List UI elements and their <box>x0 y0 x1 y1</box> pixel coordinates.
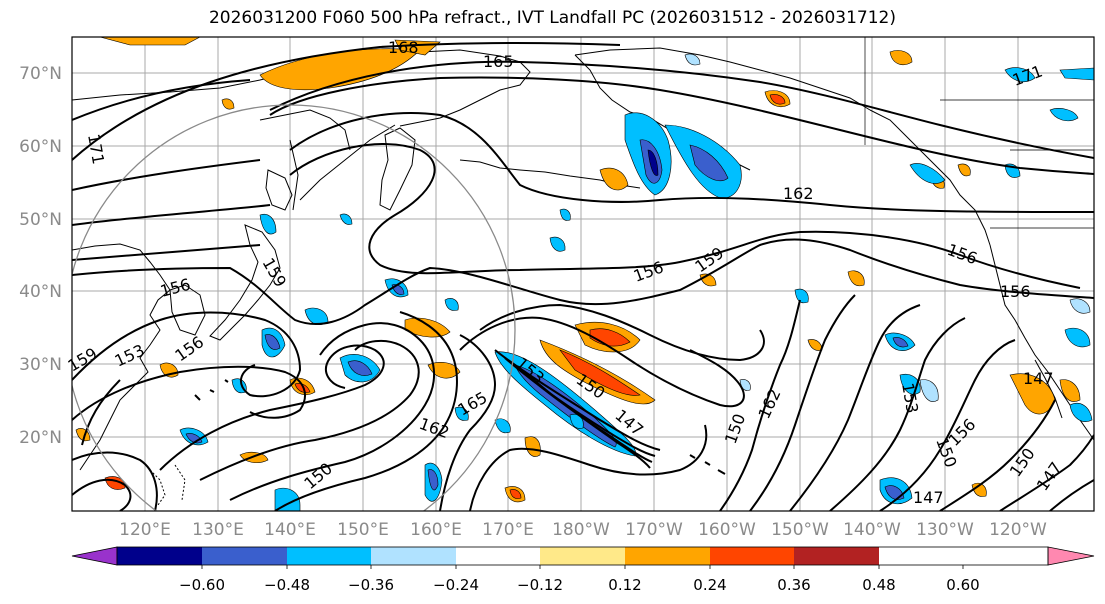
colorbar-extend-high <box>1047 546 1095 566</box>
longitude-label: 170°W <box>625 520 683 540</box>
longitude-label: 130°W <box>916 520 974 540</box>
colorbar-segment <box>456 547 540 565</box>
longitude-label: 150°E <box>337 520 389 540</box>
colorbar-tick-label: −0.24 <box>433 576 479 594</box>
contour-label: 168 <box>388 38 419 57</box>
latitude-label: 70°N <box>19 64 62 84</box>
colorbar-tick-label: −0.60 <box>179 576 225 594</box>
latitude-label: 20°N <box>19 428 62 448</box>
longitude-label: 130°E <box>192 520 244 540</box>
longitude-label: 180°W <box>552 520 610 540</box>
colorbar-segment <box>710 547 794 565</box>
colorbar-tick-label: 0.36 <box>777 576 810 594</box>
contour-label: 156 <box>1000 282 1031 301</box>
longitude-label: 150°W <box>771 520 829 540</box>
latitude-label: 50°N <box>19 210 62 230</box>
latitude-label: 30°N <box>19 355 62 375</box>
longitude-label: 140°W <box>843 520 901 540</box>
longitude-label: 160°E <box>410 520 462 540</box>
colorbar-extend-low <box>71 546 118 566</box>
latitude-label: 40°N <box>19 282 62 302</box>
longitude-label: 170°E <box>482 520 534 540</box>
longitude-label: 160°W <box>698 520 756 540</box>
longitude-labels: 120°E 130°E 140°E 150°E 160°E 170°E 180°W 170°W… <box>119 520 1047 540</box>
colorbar-tick-label: 0.24 <box>693 576 726 594</box>
longitude-label: 120°E <box>119 520 171 540</box>
colorbar-segment <box>202 547 287 565</box>
colorbar-tick-label: 0.60 <box>946 576 979 594</box>
landfall-radius-circle <box>72 104 516 511</box>
map-title: 2026031200 F060 500 hPa refract., IVT La… <box>208 8 896 28</box>
colorbar-tick-label: −0.12 <box>517 576 563 594</box>
colorbar-tick-label: −0.36 <box>348 576 394 594</box>
colorbar-tick-label: −0.48 <box>264 576 310 594</box>
colorbar-segment <box>540 547 625 565</box>
longitude-label: 140°E <box>264 520 316 540</box>
colorbar-tick-label: 0.48 <box>862 576 895 594</box>
contour-label: 162 <box>783 184 814 203</box>
map-border <box>71 36 1095 512</box>
colorbar: −0.60 −0.48 −0.36 −0.24 −0.12 0.12 0.24 0.36 0.4… <box>71 546 1095 594</box>
contour-label: 147 <box>1023 369 1054 388</box>
contour-label: 147 <box>913 488 944 507</box>
latitude-label: 60°N <box>19 137 62 157</box>
colorbar-outline <box>116 546 1049 566</box>
colorbar-segment <box>625 547 710 565</box>
contour-label: 165 <box>483 52 514 71</box>
colorbar-tick-label: 0.12 <box>608 576 641 594</box>
colorbar-segment <box>794 547 879 565</box>
longitude-label: 120°W <box>989 520 1047 540</box>
refractivity-contours <box>72 41 1094 511</box>
latitude-labels: 70°N 60°N 50°N 40°N 30°N 20°N <box>19 64 62 448</box>
colorbar-segment <box>117 547 202 565</box>
positive-anomaly-shading <box>75 37 1081 503</box>
colorbar-segment <box>371 547 456 565</box>
colorbar-segment <box>287 547 371 565</box>
